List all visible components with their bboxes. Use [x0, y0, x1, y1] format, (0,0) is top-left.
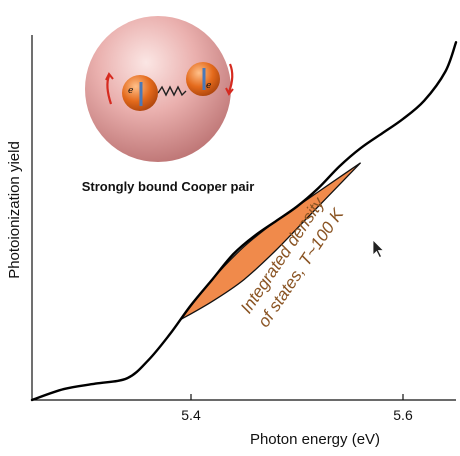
- cooper-pair-illustration: e e: [85, 16, 234, 162]
- x-tick-label: 5.4: [181, 407, 201, 423]
- electron-label-left: e: [128, 86, 133, 96]
- electron-label-right: e: [206, 81, 211, 91]
- spin-arrow-icon: [106, 75, 113, 105]
- integrated-dos-region: [179, 162, 362, 321]
- mouse-cursor-icon: [372, 239, 385, 259]
- spin-arrow-icon: [105, 72, 114, 81]
- x-tick-label: 5.6: [393, 407, 413, 423]
- x-axis-title: Photon energy (eV): [250, 431, 380, 448]
- yield-curve: [30, 41, 458, 402]
- sphere-icon: [85, 16, 231, 162]
- x-ticks: 5.4 5.6: [181, 394, 413, 423]
- spring-icon: [157, 85, 187, 97]
- spin-arrow-icon: [227, 63, 234, 93]
- illustration-caption: Strongly bound Cooper pair: [82, 179, 255, 194]
- y-axis-title: Photoionization yield: [6, 141, 23, 279]
- spin-arrow-icon: [225, 87, 234, 96]
